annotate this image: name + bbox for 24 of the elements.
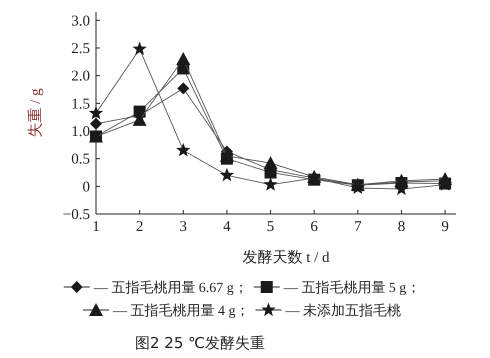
x-tick-label: 4: [223, 219, 232, 235]
y-tick-label: 1.5: [71, 96, 90, 112]
y-tick-label: 0.5: [71, 152, 90, 168]
x-tick-label: 3: [180, 219, 188, 235]
x-tick-label: 6: [310, 219, 318, 235]
y-tick-label: −0.5: [62, 207, 90, 223]
y-tick-label: 1.0: [71, 124, 90, 140]
legend-label: — 五指毛桃用量 4 g；: [112, 303, 250, 319]
x-tick-label: 1: [92, 219, 100, 235]
x-axis-title: 发酵天数 t / d: [242, 249, 330, 266]
y-tick-label: 2.5: [71, 40, 90, 57]
x-tick-label: 2: [136, 219, 144, 235]
legend-label: — 五指毛桃用量 6.67 g；: [92, 280, 248, 296]
x-tick-label: 5: [266, 219, 274, 235]
y-tick-label: 0: [82, 179, 90, 196]
y-tick-label: 2.0: [71, 68, 90, 85]
x-tick-label: 7: [354, 219, 362, 235]
legend-label: — 五指毛桃用量 5 g；: [282, 280, 420, 296]
legend-label: — 未添加五指毛桃: [284, 303, 401, 319]
y-axis-title: 失重 / g: [27, 88, 44, 138]
text: 图2 25 ℃发酵失重: [134, 334, 266, 352]
x-tick-label: 8: [398, 219, 406, 235]
y-tick-label: 3.0: [71, 13, 90, 30]
x-tick-label: 9: [441, 219, 449, 235]
